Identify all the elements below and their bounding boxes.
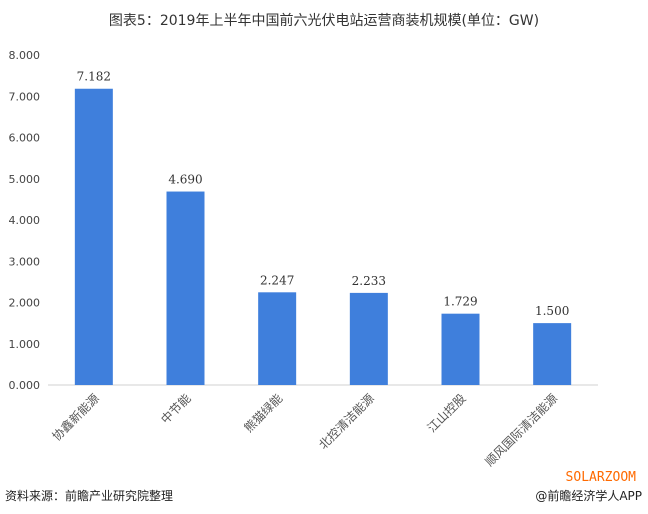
data-label: 2.247 (260, 273, 294, 287)
solarzoom-logo: SOLARZOOM (565, 470, 636, 485)
y-tick-label: 3.000 (9, 255, 41, 268)
x-tick-label: 中节能 (158, 391, 194, 427)
data-label: 1.500 (535, 304, 569, 318)
x-tick-label: 顺风国际清洁能源 (482, 391, 560, 469)
bar (533, 323, 572, 385)
data-label: 1.729 (443, 295, 477, 309)
x-tick-label: 江山控股 (425, 391, 469, 435)
y-tick-label: 8.000 (9, 49, 41, 62)
bar (166, 191, 205, 385)
y-tick-label: 5.000 (9, 173, 41, 186)
y-tick-label: 4.000 (9, 214, 41, 227)
x-tick-label: 协鑫新能源 (49, 391, 102, 444)
source-note: 资料来源：前瞻产业研究院整理 (5, 489, 174, 503)
data-label: 2.233 (352, 274, 386, 288)
y-tick-label: 0.000 (9, 379, 41, 392)
bar (349, 292, 388, 385)
y-tick-label: 7.000 (9, 90, 41, 103)
y-tick-label: 1.000 (9, 338, 41, 351)
data-label: 4.690 (168, 173, 202, 187)
bar (258, 292, 297, 385)
bar (74, 88, 113, 386)
y-tick-label: 2.000 (9, 297, 41, 310)
bar (441, 313, 480, 385)
y-tick-label: 6.000 (9, 132, 41, 145)
data-label: 7.182 (77, 70, 111, 84)
credit-note: @前瞻经济学人APP (535, 489, 642, 503)
x-tick-label: 熊猫绿能 (241, 391, 286, 436)
chart-title: 图表5：2019年上半年中国前六光伏电站运营商装机规模(单位：GW) (108, 13, 540, 29)
x-tick-label: 北控清洁能源 (316, 391, 377, 452)
